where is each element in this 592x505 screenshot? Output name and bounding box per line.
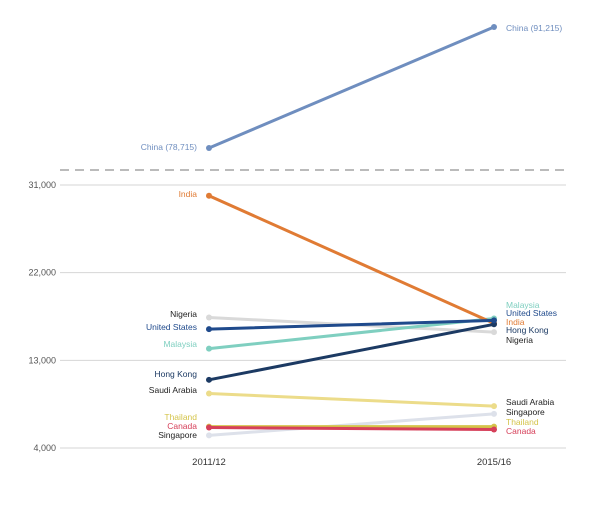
y-tick-label-2: 22,000 [28,268,56,278]
label-left-singapore: Singapore [158,430,197,440]
label-left-nigeria: Nigeria [170,309,197,319]
label-right-china: China (91,215) [506,23,562,33]
point-nigeria-2015-16 [491,329,497,336]
point-canada-2011-12 [206,424,212,431]
point-china-2015-16 [491,24,497,30]
x-category-label-1: 2015/16 [477,457,511,468]
y-tick-label-0: 4,000 [33,443,56,453]
series-line-singapore [207,412,496,437]
label-left-thailand: Thailand [164,412,197,422]
label-left-india: India [179,189,198,199]
label-right-canada: Canada [506,426,536,436]
x-category-label-0: 2011/12 [192,457,226,468]
series-line-saudi-arabia [207,391,496,408]
label-left-united-states: United States [146,322,197,332]
point-china-2011-12 [206,145,212,151]
label-right-singapore: Singapore [506,407,545,417]
label-right-thailand: Thailand [506,417,539,427]
series-line-hong-kong [207,322,496,382]
label-right-nigeria: Nigeria [506,335,533,345]
point-singapore-2015-16 [491,410,497,417]
series-line-malaysia [207,316,496,351]
point-saudi-arabia-2011-12 [206,390,212,397]
point-saudi-arabia-2015-16 [491,403,497,410]
series-line-china [207,25,496,150]
label-left-malaysia: Malaysia [163,339,197,349]
point-united-states-2011-12 [206,326,212,333]
point-singapore-2011-12 [206,432,212,439]
y-tick-label-1: 13,000 [28,355,56,365]
point-canada-2015-16 [491,426,497,433]
label-left-saudi-arabia: Saudi Arabia [149,385,197,395]
point-nigeria-2011-12 [206,314,212,321]
series-line-india [207,194,496,325]
series-line-united-states [207,318,496,331]
point-hong-kong-2011-12 [206,376,212,383]
label-left-hong-kong: Hong Kong [154,369,197,379]
label-left-canada: Canada [167,421,197,431]
label-left-china: China (78,715) [141,142,197,152]
point-malaysia-2011-12 [206,345,212,352]
label-right-united-states: United States [506,308,557,318]
point-united-states-2015-16 [491,317,497,324]
label-right-malaysia: Malaysia [506,300,540,310]
label-right-hong-kong: Hong Kong [506,325,549,335]
label-right-saudi-arabia: Saudi Arabia [506,397,554,407]
series-line-canada [207,426,496,431]
label-right-india: India [506,317,525,327]
point-india-2011-12 [206,192,212,199]
y-tick-label-3: 31,000 [28,180,56,190]
